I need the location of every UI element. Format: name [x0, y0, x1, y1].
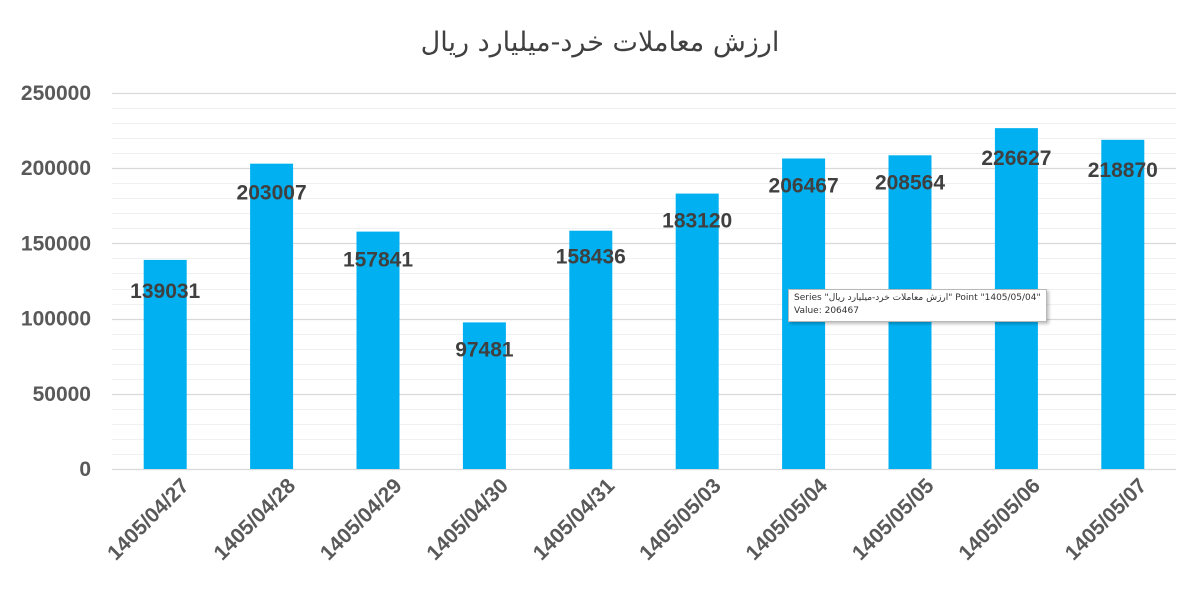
x-tick-label: 1405/04/29: [316, 474, 407, 565]
bar[interactable]: [356, 231, 400, 469]
bar[interactable]: [675, 193, 719, 469]
x-axis-ticks: 1405/04/27 1405/04/28 1405/04/29 1405/04/30…: [103, 474, 1151, 565]
data-label: 97481: [455, 338, 514, 361]
x-tick-label: 1405/05/06: [954, 474, 1045, 565]
x-tick-label: 1405/04/27: [103, 474, 194, 565]
data-label: 206467: [769, 174, 839, 197]
bar[interactable]: [1101, 139, 1145, 469]
x-tick-label: 1405/05/05: [848, 474, 939, 565]
data-label: 226627: [981, 147, 1051, 170]
data-label: 157841: [343, 249, 413, 272]
hover-tooltip: Series "ارزش معاملات خرد-میلیارد ریال" P…: [788, 289, 1047, 322]
bar[interactable]: [143, 259, 187, 469]
data-label: 203007: [237, 182, 307, 205]
data-label: 183120: [662, 210, 732, 233]
data-label: 139031: [130, 280, 200, 303]
x-tick-label: 1405/05/03: [635, 474, 726, 565]
x-tick-label: 1405/05/07: [1061, 474, 1152, 565]
y-tick-label: 250000: [21, 82, 91, 105]
x-tick-label: 1405/04/28: [210, 474, 301, 565]
bar[interactable]: [462, 322, 506, 469]
tooltip-value-line: Value: 206467: [794, 306, 859, 316]
y-axis-ticks: 0 50000 100000 150000 200000 250000: [21, 82, 91, 481]
tooltip-series-line: Series "ارزش معاملات خرد-میلیارد ریال" P…: [794, 293, 1041, 303]
data-label: 208564: [875, 171, 945, 194]
y-tick-label: 150000: [21, 232, 91, 255]
bar[interactable]: [569, 230, 613, 469]
data-label: 158436: [556, 246, 626, 269]
y-tick-label: 50000: [33, 383, 91, 406]
data-labels: 139031 203007 157841 97481 158436 183120 20646…: [130, 147, 1158, 361]
x-tick-label: 1405/04/30: [422, 474, 513, 565]
chart-title: ارزش معاملات خرد-میلیارد ریال: [421, 27, 780, 58]
x-tick-label: 1405/04/31: [529, 474, 620, 565]
y-tick-label: 100000: [21, 308, 91, 331]
data-label: 218870: [1088, 159, 1158, 182]
y-tick-label: 200000: [21, 157, 91, 180]
x-tick-label: 1405/05/04: [742, 474, 833, 565]
bar[interactable]: [250, 163, 294, 469]
y-tick-label: 0: [79, 458, 91, 481]
